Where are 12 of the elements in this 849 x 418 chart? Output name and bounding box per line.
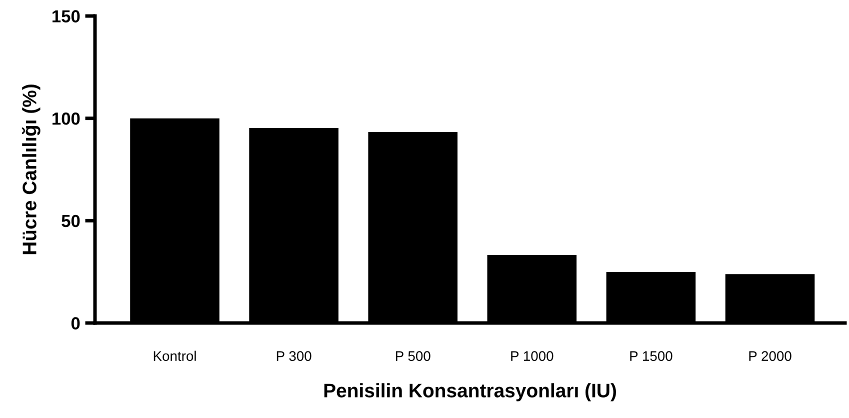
x-tick-label: Kontrol [154,350,196,361]
y-tick-label: 150 [52,10,80,22]
x-tick-label: P 2000 [749,351,792,361]
x-tick-label: P 500 [396,351,430,361]
y-tick-label: 0 [71,317,80,330]
y-axis-title: Hücre Canlılığı (%) [22,84,40,254]
y-tick-label: 100 [52,112,80,125]
x-tick-label: P 300 [276,351,312,361]
x-tick-label: P 1500 [630,351,672,361]
x-axis-title: Penisilin Konsantrasyonları (IU) [324,383,616,402]
y-tick-label: 50 [62,214,80,228]
x-tick-label: P 1000 [511,351,554,361]
